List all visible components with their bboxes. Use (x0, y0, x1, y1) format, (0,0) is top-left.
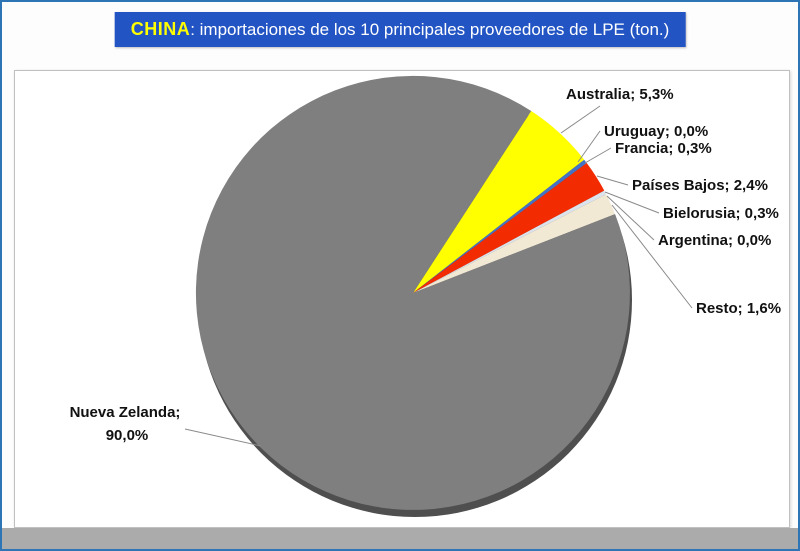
leader-line-nueva-zelanda (184, 428, 262, 447)
chart-title-banner: CHINA: importaciones de los 10 principal… (114, 12, 686, 47)
leader-line-australia (560, 105, 601, 134)
label-paises-bajos: Países Bajos; 2,4% (632, 177, 768, 194)
leader-line-bielorusia (604, 191, 660, 214)
pie-slice-francia (413, 159, 587, 293)
chart-plot-area: Australia; 5,3% Uruguay; 0,0% Francia; 0… (14, 70, 790, 528)
pie-slice-nueva-zelanda (195, 75, 630, 510)
pie-slices (195, 75, 630, 510)
leader-line-francia (584, 147, 612, 164)
label-nueva-zelanda-line1: Nueva Zelanda; (70, 404, 181, 421)
pie-chart: Australia; 5,3% Uruguay; 0,0% Francia; 0… (70, 75, 781, 517)
bottom-gray-strip (2, 528, 798, 549)
leader-line-argentina (606, 195, 655, 241)
leader-line-paises-bajos (596, 175, 629, 186)
label-nueva-zelanda-line2: 90,0% (106, 427, 149, 444)
leader-line-uruguay (577, 130, 601, 163)
pie-slice-resto (413, 194, 616, 293)
label-australia: Australia; 5,3% (566, 86, 674, 103)
title-highlight: CHINA (130, 19, 191, 39)
leader-line-resto (611, 204, 693, 309)
pie-slice-pai-ses-bajos (413, 163, 605, 293)
label-argentina: Argentina; 0,0% (658, 232, 771, 249)
pie-slice-bielorusia (413, 190, 607, 293)
label-francia: Francia; 0,3% (615, 140, 712, 157)
label-uruguay: Uruguay; 0,0% (604, 123, 708, 140)
label-bielorusia: Bielorusia; 0,3% (663, 205, 779, 222)
label-resto: Resto; 1,6% (696, 300, 781, 317)
title-text: : importaciones de los 10 principales pr… (190, 20, 670, 39)
pie-slice-australia (413, 111, 585, 293)
